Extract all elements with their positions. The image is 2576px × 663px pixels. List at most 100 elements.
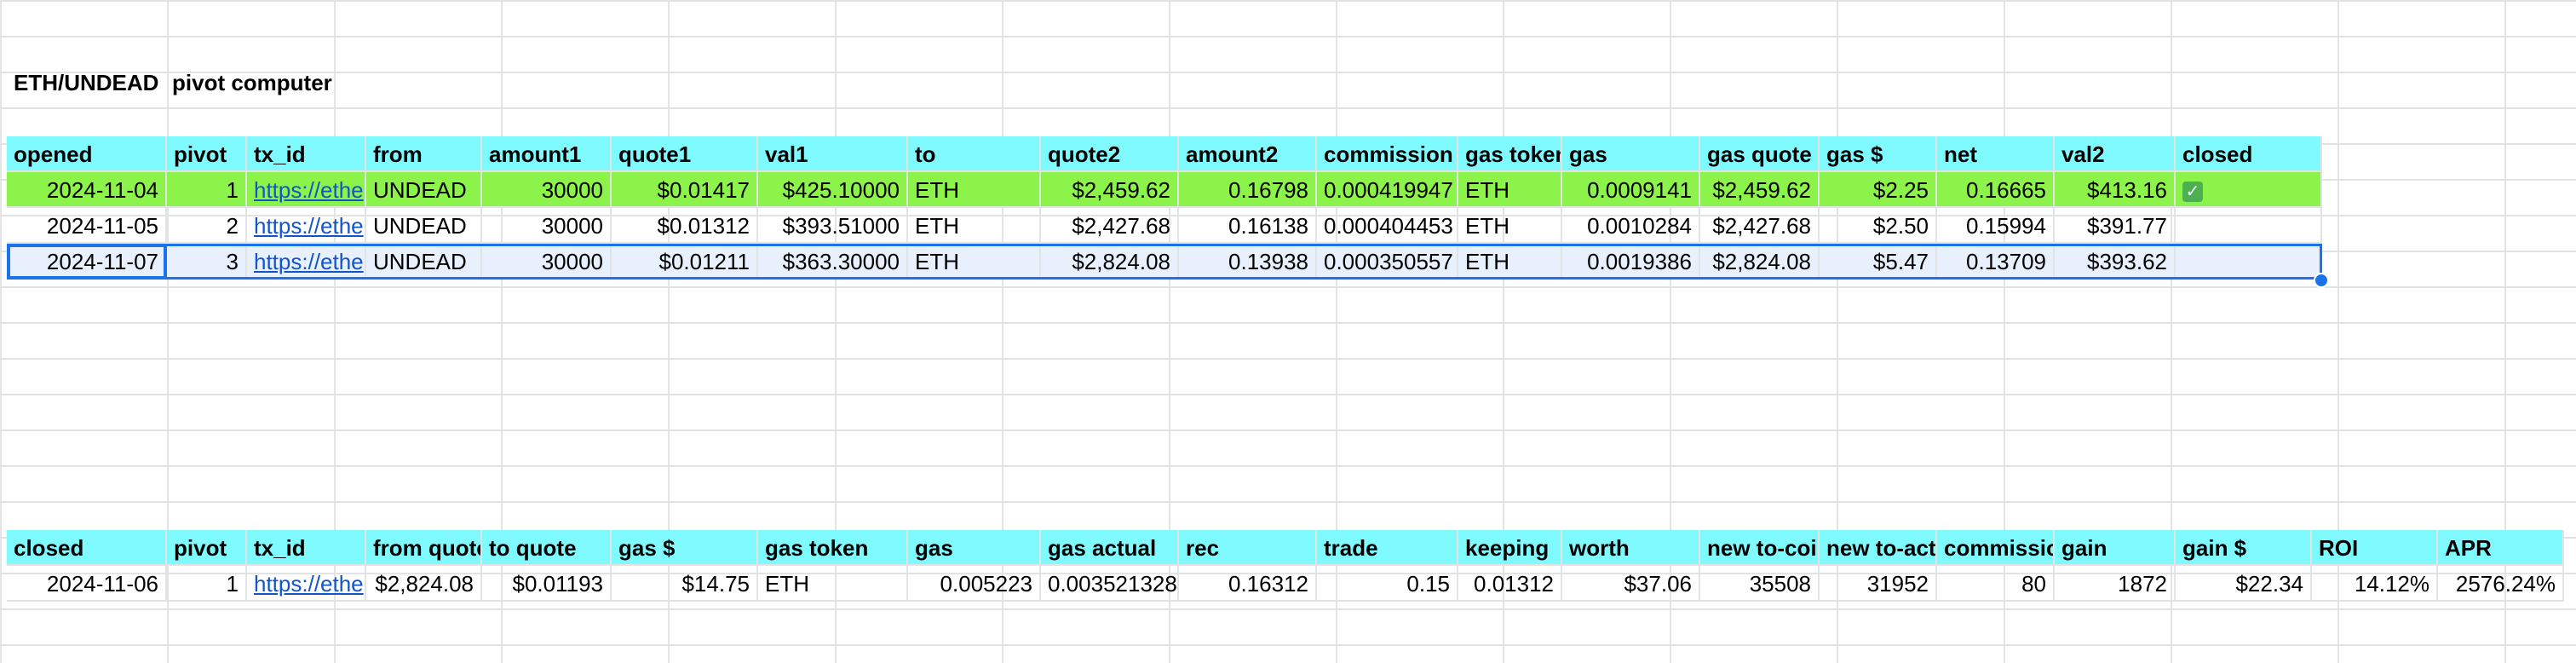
bottom_table-header-0[interactable]: closed: [7, 530, 167, 566]
top_table-header-14[interactable]: gas $: [1820, 136, 1937, 172]
bottom_table-cell-0-13[interactable]: 35508: [1700, 566, 1820, 602]
bottom_table-header-9[interactable]: rec: [1179, 530, 1317, 566]
top_table-cell-2-5[interactable]: $0.01211: [612, 244, 758, 280]
bottom_table-header-10[interactable]: trade: [1317, 530, 1458, 566]
bottom_table-cell-0-16[interactable]: 1872: [2055, 566, 2176, 602]
bottom_table-header-15[interactable]: commission: [1937, 530, 2055, 566]
top_table-cell-2-10[interactable]: 0.000350557: [1317, 244, 1458, 280]
bottom_table-cell-0-7[interactable]: 0.005223: [908, 566, 1041, 602]
top_table-header-6[interactable]: val1: [758, 136, 908, 172]
bottom_table-cell-0-18[interactable]: 14.12%: [2312, 566, 2438, 602]
top_table-cell-1-1[interactable]: 2: [167, 208, 247, 244]
top_table-cell-1-10[interactable]: 0.000404453: [1317, 208, 1458, 244]
top_table-cell-2-17[interactable]: [2176, 244, 2322, 280]
top_table-header-16[interactable]: val2: [2055, 136, 2176, 172]
top_table-cell-0-7[interactable]: ETH: [908, 172, 1041, 208]
bottom_table-cell-0-15[interactable]: 80: [1937, 566, 2055, 602]
top_table-cell-2-11[interactable]: ETH: [1458, 244, 1562, 280]
top_table-cell-2-1[interactable]: 3: [167, 244, 247, 280]
top_table-cell-0-5[interactable]: $0.01417: [612, 172, 758, 208]
top_table-cell-2-15[interactable]: 0.13709: [1937, 244, 2055, 280]
top_table-cell-1-3[interactable]: UNDEAD: [366, 208, 482, 244]
top_table-cell-1-15[interactable]: 0.15994: [1937, 208, 2055, 244]
bottom_table-header-3[interactable]: from quote: [366, 530, 482, 566]
bottom_table-cell-0-2[interactable]: https://ethe: [247, 566, 366, 602]
top_table-cell-0-11[interactable]: ETH: [1458, 172, 1562, 208]
top_table-cell-1-7[interactable]: ETH: [908, 208, 1041, 244]
top_table-cell-0-12[interactable]: 0.0009141: [1562, 172, 1700, 208]
top_table-cell-2-4[interactable]: 30000: [482, 244, 612, 280]
bottom_table-header-16[interactable]: gain: [2055, 530, 2176, 566]
top_table-header-8[interactable]: quote2: [1041, 136, 1179, 172]
bottom_table-header-14[interactable]: new to-actual: [1820, 530, 1937, 566]
bottom_table-header-18[interactable]: ROI: [2312, 530, 2438, 566]
bottom_table-header-7[interactable]: gas: [908, 530, 1041, 566]
bottom_table-header-11[interactable]: keeping: [1458, 530, 1562, 566]
bottom_table-cell-0-3[interactable]: $2,824.08: [366, 566, 482, 602]
top_table-cell-2-13[interactable]: $2,824.08: [1700, 244, 1820, 280]
top_table-cell-1-12[interactable]: 0.0010284: [1562, 208, 1700, 244]
top_table-cell-1-14[interactable]: $2.50: [1820, 208, 1937, 244]
bottom_table-cell-0-5[interactable]: $14.75: [612, 566, 758, 602]
top_table-cell-2-14[interactable]: $5.47: [1820, 244, 1937, 280]
top_table-header-4[interactable]: amount1: [482, 136, 612, 172]
bottom_table-cell-0-10[interactable]: 0.15: [1317, 566, 1458, 602]
top_table-cell-2-8[interactable]: $2,824.08: [1041, 244, 1179, 280]
bottom_table-header-2[interactable]: tx_id: [247, 530, 366, 566]
top_table-cell-1-5[interactable]: $0.01312: [612, 208, 758, 244]
bottom_table-cell-0-17[interactable]: $22.34: [2176, 566, 2312, 602]
top_table-cell-1-9[interactable]: 0.16138: [1179, 208, 1317, 244]
top_table-header-5[interactable]: quote1: [612, 136, 758, 172]
top_table-cell-2-7[interactable]: ETH: [908, 244, 1041, 280]
top_table-cell-0-16[interactable]: $413.16: [2055, 172, 2176, 208]
bottom_table-cell-0-1[interactable]: 1: [167, 566, 247, 602]
top_table-header-7[interactable]: to: [908, 136, 1041, 172]
bottom_table-header-5[interactable]: gas $: [612, 530, 758, 566]
bottom_table-header-6[interactable]: gas token: [758, 530, 908, 566]
top_table-cell-0-10[interactable]: 0.000419947: [1317, 172, 1458, 208]
bottom_table-header-13[interactable]: new to-coin: [1700, 530, 1820, 566]
top_table-cell-0-17[interactable]: ✓: [2176, 172, 2322, 208]
top_table-cell-2-12[interactable]: 0.0019386: [1562, 244, 1700, 280]
active-cell[interactable]: [7, 244, 167, 280]
top_table-cell-0-14[interactable]: $2.25: [1820, 172, 1937, 208]
top_table-cell-0-1[interactable]: 1: [167, 172, 247, 208]
bottom_table-cell-0-0[interactable]: 2024-11-06: [7, 566, 167, 602]
bottom_table-cell-0-6[interactable]: ETH: [758, 566, 908, 602]
top_table-cell-2-6[interactable]: $363.30000: [758, 244, 908, 280]
top_table-header-3[interactable]: from: [366, 136, 482, 172]
top_table-cell-1-8[interactable]: $2,427.68: [1041, 208, 1179, 244]
bottom_table-header-12[interactable]: worth: [1562, 530, 1700, 566]
top_table-cell-0-6[interactable]: $425.10000: [758, 172, 908, 208]
top_table-cell-0-4[interactable]: 30000: [482, 172, 612, 208]
top_table-cell-2-3[interactable]: UNDEAD: [366, 244, 482, 280]
top_table-cell-1-13[interactable]: $2,427.68: [1700, 208, 1820, 244]
bottom_table-cell-0-19[interactable]: 2576.24%: [2438, 566, 2564, 602]
bottom_table-header-4[interactable]: to quote: [482, 530, 612, 566]
top_table-cell-0-2[interactable]: https://ethe: [247, 172, 366, 208]
top_table-header-17[interactable]: closed: [2176, 136, 2322, 172]
top_table-cell-2-2[interactable]: https://ethe: [247, 244, 366, 280]
top_table-header-9[interactable]: amount2: [1179, 136, 1317, 172]
bottom_table-header-19[interactable]: APR: [2438, 530, 2564, 566]
top_table-cell-0-9[interactable]: 0.16798: [1179, 172, 1317, 208]
bottom_table-cell-0-8[interactable]: 0.003521328: [1041, 566, 1179, 602]
fill-handle[interactable]: [2314, 273, 2329, 288]
bottom_table-cell-0-14[interactable]: 31952: [1820, 566, 1937, 602]
top_table-cell-1-2[interactable]: https://ethe: [247, 208, 366, 244]
top_table-cell-2-9[interactable]: 0.13938: [1179, 244, 1317, 280]
bottom_table-header-17[interactable]: gain $: [2176, 530, 2312, 566]
top_table-cell-0-0[interactable]: 2024-11-04: [7, 172, 167, 208]
bottom_table-cell-0-9[interactable]: 0.16312: [1179, 566, 1317, 602]
top_table-cell-0-8[interactable]: $2,459.62: [1041, 172, 1179, 208]
top_table-cell-1-4[interactable]: 30000: [482, 208, 612, 244]
top_table-cell-1-16[interactable]: $391.77: [2055, 208, 2176, 244]
top_table-header-0[interactable]: opened: [7, 136, 167, 172]
top_table-cell-2-0[interactable]: 2024-11-07: [7, 244, 167, 280]
top_table-header-15[interactable]: net: [1937, 136, 2055, 172]
top_table-cell-1-11[interactable]: ETH: [1458, 208, 1562, 244]
top_table-header-2[interactable]: tx_id: [247, 136, 366, 172]
bottom_table-header-8[interactable]: gas actual: [1041, 530, 1179, 566]
top_table-header-12[interactable]: gas: [1562, 136, 1700, 172]
top_table-cell-2-16[interactable]: $393.62: [2055, 244, 2176, 280]
